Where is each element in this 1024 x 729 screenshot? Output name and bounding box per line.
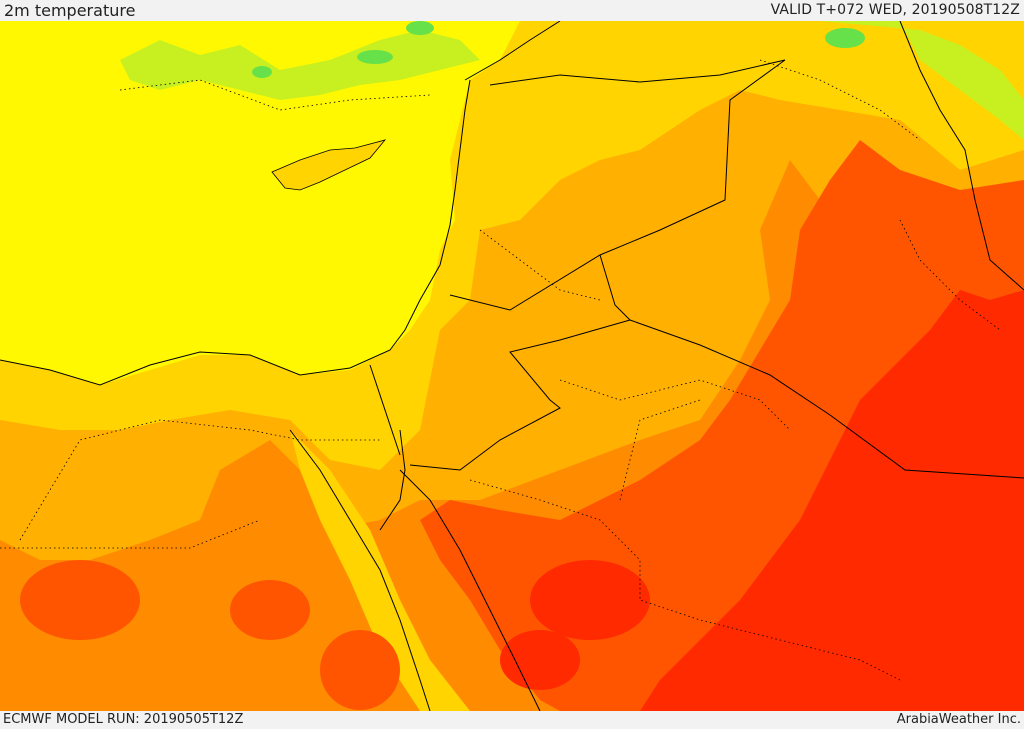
green-spot-a	[406, 21, 434, 35]
zone-yellow	[0, 21, 520, 385]
zone-green-northeast	[820, 21, 1024, 140]
red-patch-a	[530, 560, 650, 640]
green-spot-c	[252, 66, 272, 78]
red-patch-b	[500, 630, 580, 690]
red-patch-d	[20, 560, 140, 640]
green-spot-b	[357, 50, 393, 64]
zone-red	[640, 290, 1024, 711]
red-patch-e	[320, 630, 400, 710]
coastlines	[0, 21, 1024, 711]
zone-green-north	[120, 30, 480, 100]
map-title: 2m temperature	[4, 1, 136, 20]
model-run: ECMWF MODEL RUN: 20190505T12Z	[3, 712, 244, 727]
credit: ArabiaWeather Inc.	[896, 712, 1021, 727]
green-spot-d	[825, 28, 865, 48]
red-patch-c	[230, 580, 310, 640]
valid-time: VALID T+072 WED, 20190508T12Z	[770, 2, 1020, 18]
cyprus	[271, 139, 387, 191]
temperature-map[interactable]	[0, 21, 1024, 711]
map-header: 2m temperature VALID T+072 WED, 20190508…	[0, 0, 1024, 21]
borders	[369, 59, 1024, 479]
internal-borders	[0, 59, 1001, 681]
map-footer: ECMWF MODEL RUN: 20190505T12Z ArabiaWeat…	[0, 711, 1024, 729]
